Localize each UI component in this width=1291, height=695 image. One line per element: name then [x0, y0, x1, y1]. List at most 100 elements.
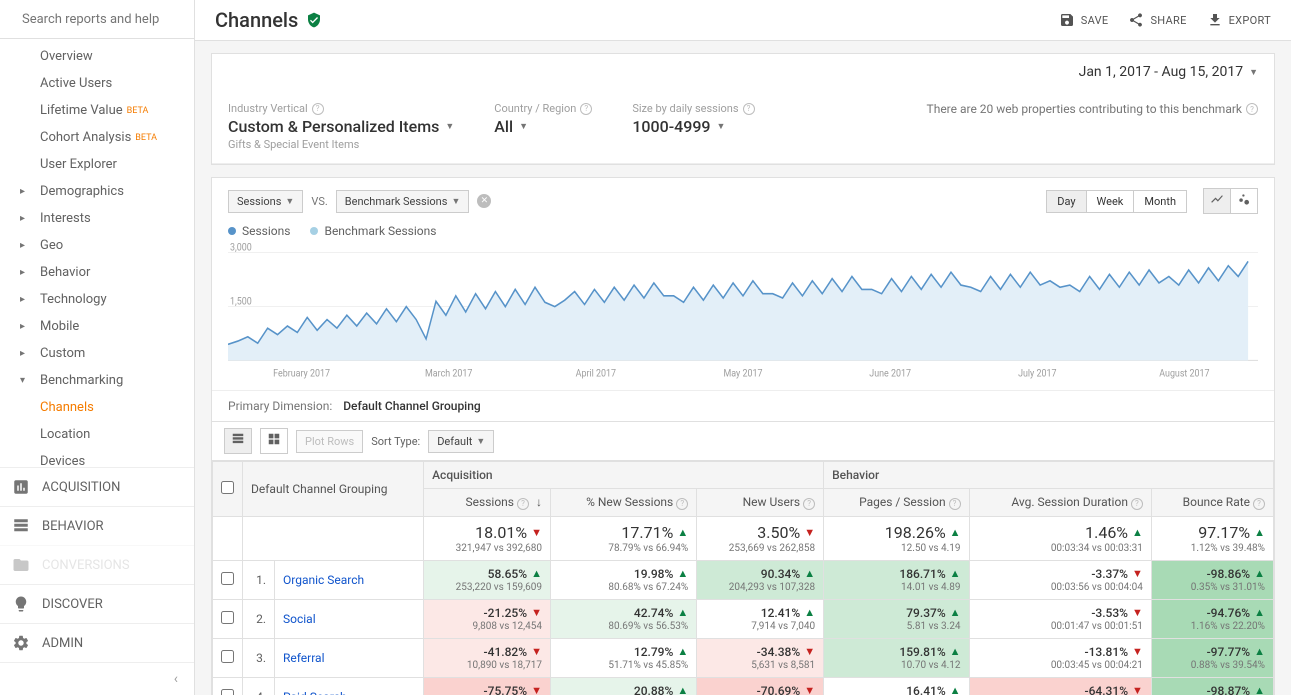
- sort-type-selector[interactable]: Default ▼: [428, 430, 494, 453]
- metric-cell: -3.53% ▼00:01:47 vs 00:01:51: [969, 599, 1151, 638]
- metric-header--new-sessions[interactable]: % New Sessions ?: [550, 489, 696, 517]
- metric-header-sessions[interactable]: Sessions ? ↓: [424, 489, 551, 517]
- nav-item-active-users[interactable]: Active Users: [0, 70, 194, 97]
- nav-item-location[interactable]: Location: [0, 421, 194, 448]
- metric-cell: -3.37% ▼00:03:56 vs 00:04:04: [969, 560, 1151, 599]
- nav-section-acquisition[interactable]: ACQUISITION: [0, 467, 194, 506]
- help-icon[interactable]: ?: [580, 103, 592, 115]
- nav-item-interests[interactable]: ▸Interests: [0, 205, 194, 232]
- metric-b-selector[interactable]: Benchmark Sessions ▼: [336, 190, 470, 213]
- help-icon[interactable]: ?: [743, 103, 755, 115]
- chart-type-motion-button[interactable]: [1231, 188, 1258, 214]
- table-icon: [231, 432, 245, 446]
- svg-text:July 2017: July 2017: [1018, 368, 1056, 379]
- discover-icon: [12, 595, 30, 613]
- help-icon[interactable]: ?: [517, 498, 529, 510]
- size-by-sessions-selector[interactable]: Size by daily sessions ? 1000-4999 ▼: [632, 102, 754, 136]
- row-checkbox[interactable]: [221, 689, 234, 695]
- verified-icon: [306, 12, 322, 28]
- nav-report-list: OverviewActive UsersLifetime ValueBETACo…: [0, 39, 194, 467]
- nav-section-conversions[interactable]: CONVERSIONS: [0, 545, 194, 584]
- share-button[interactable]: SHARE: [1128, 12, 1186, 28]
- nav-item-cohort-analysis[interactable]: Cohort AnalysisBETA: [0, 124, 194, 151]
- time-toggle-day[interactable]: Day: [1046, 190, 1086, 213]
- metric-cell: -13.81% ▼00:03:45 vs 00:04:21: [969, 638, 1151, 677]
- plot-rows-button[interactable]: Plot Rows: [296, 430, 363, 453]
- summary-cell: 1.46% ▲00:03:34 vs 00:03:31: [969, 516, 1151, 560]
- nav-item-technology[interactable]: ▸Technology: [0, 286, 194, 313]
- row-checkbox[interactable]: [221, 611, 234, 624]
- metric-a-selector[interactable]: Sessions ▼: [228, 190, 303, 213]
- country-region-selector[interactable]: Country / Region ? All ▼: [494, 102, 592, 136]
- metric-cell: -21.25% ▼9,808 vs 12,454: [424, 599, 551, 638]
- nav-item-overview[interactable]: Overview: [0, 43, 194, 70]
- benchmark-table: Default Channel GroupingAcquisitionBehav…: [212, 461, 1274, 695]
- chevron-down-icon: ▼: [445, 121, 454, 132]
- channel-header[interactable]: Default Channel Grouping: [243, 462, 424, 517]
- page-title: Channels: [215, 8, 298, 32]
- nav-item-devices[interactable]: Devices: [0, 448, 194, 467]
- nav-item-demographics[interactable]: ▸Demographics: [0, 178, 194, 205]
- nav-section-discover[interactable]: DISCOVER: [0, 584, 194, 623]
- help-icon[interactable]: ?: [676, 498, 688, 510]
- nav-item-custom[interactable]: ▸Custom: [0, 340, 194, 367]
- help-icon[interactable]: ?: [1246, 103, 1258, 115]
- chart-type-line-button[interactable]: [1203, 188, 1231, 214]
- view-table-button[interactable]: [260, 428, 288, 454]
- nav-item-behavior[interactable]: ▸Behavior: [0, 259, 194, 286]
- beta-badge: BETA: [135, 133, 157, 143]
- help-icon[interactable]: ?: [312, 103, 324, 115]
- view-comparison-button[interactable]: [224, 428, 252, 454]
- svg-text:1,500: 1,500: [230, 296, 252, 307]
- time-toggle-week[interactable]: Week: [1087, 190, 1135, 213]
- chevron-down-icon: ▼: [717, 121, 726, 132]
- nav-item-channels[interactable]: Channels: [0, 394, 194, 421]
- remove-comparison-button[interactable]: ✕: [477, 194, 491, 208]
- metric-cell: -98.86% ▲0.35% vs 31.01%: [1151, 560, 1273, 599]
- nav-item-lifetime-value[interactable]: Lifetime ValueBETA: [0, 97, 194, 124]
- help-icon[interactable]: ?: [1253, 498, 1265, 510]
- nav-item-user-explorer[interactable]: User Explorer: [0, 151, 194, 178]
- nav-section-admin[interactable]: ADMIN: [0, 623, 194, 662]
- metric-cell: 159.81% ▲10.70 vs 4.12: [824, 638, 969, 677]
- table-row: 2.Social-21.25% ▼9,808 vs 12,45442.74% ▲…: [213, 599, 1274, 638]
- date-range-picker[interactable]: Jan 1, 2017 - Aug 15, 2017 ▼: [1079, 64, 1258, 80]
- select-all-checkbox[interactable]: [221, 481, 234, 494]
- metric-cell: 19.98% ▲80.68% vs 67.24%: [550, 560, 696, 599]
- nav-item-benchmarking[interactable]: ▾Benchmarking: [0, 367, 194, 394]
- metric-header-pages-session[interactable]: Pages / Session ?: [824, 489, 969, 517]
- help-icon[interactable]: ?: [1131, 498, 1143, 510]
- channel-link[interactable]: Social: [275, 599, 424, 638]
- nav-section-behavior[interactable]: BEHAVIOR: [0, 506, 194, 545]
- export-button[interactable]: EXPORT: [1207, 12, 1271, 28]
- nav-item-geo[interactable]: ▸Geo: [0, 232, 194, 259]
- svg-text:May 2017: May 2017: [724, 368, 763, 379]
- svg-text:March 2017: March 2017: [425, 368, 472, 379]
- channel-link[interactable]: Paid Search: [275, 677, 424, 695]
- summary-cell: 17.71% ▲78.79% vs 66.94%: [550, 516, 696, 560]
- search-row[interactable]: [0, 0, 194, 39]
- row-checkbox[interactable]: [221, 650, 234, 663]
- metric-header-avg-session-duration[interactable]: Avg. Session Duration ?: [969, 489, 1151, 517]
- acquisition-icon: [12, 478, 30, 496]
- row-checkbox[interactable]: [221, 572, 234, 585]
- chevron-icon: ▸: [20, 240, 25, 251]
- time-toggle-month[interactable]: Month: [1134, 190, 1187, 213]
- channel-link[interactable]: Organic Search: [275, 560, 424, 599]
- metric-header-bounce-rate[interactable]: Bounce Rate ?: [1151, 489, 1273, 517]
- nav-item-mobile[interactable]: ▸Mobile: [0, 313, 194, 340]
- summary-cell: 198.26% ▲12.50 vs 4.19: [824, 516, 969, 560]
- help-icon[interactable]: ?: [803, 498, 815, 510]
- metric-cell: -94.76% ▲1.16% vs 22.20%: [1151, 599, 1273, 638]
- channel-link[interactable]: Referral: [275, 638, 424, 677]
- help-icon[interactable]: ?: [949, 498, 961, 510]
- metric-header-new-users[interactable]: New Users ?: [697, 489, 824, 517]
- admin-icon: [12, 634, 30, 652]
- chevron-down-icon: ▼: [1249, 67, 1258, 78]
- collapse-sidebar-button[interactable]: ‹: [0, 662, 194, 695]
- industry-vertical-selector[interactable]: Industry Vertical ? Custom & Personalize…: [228, 102, 454, 151]
- chevron-icon: ▾: [20, 375, 25, 386]
- sessions-chart: 3,0001,500February 2017March 2017April 2…: [228, 242, 1258, 382]
- save-button[interactable]: SAVE: [1059, 12, 1109, 28]
- search-input[interactable]: [22, 12, 188, 27]
